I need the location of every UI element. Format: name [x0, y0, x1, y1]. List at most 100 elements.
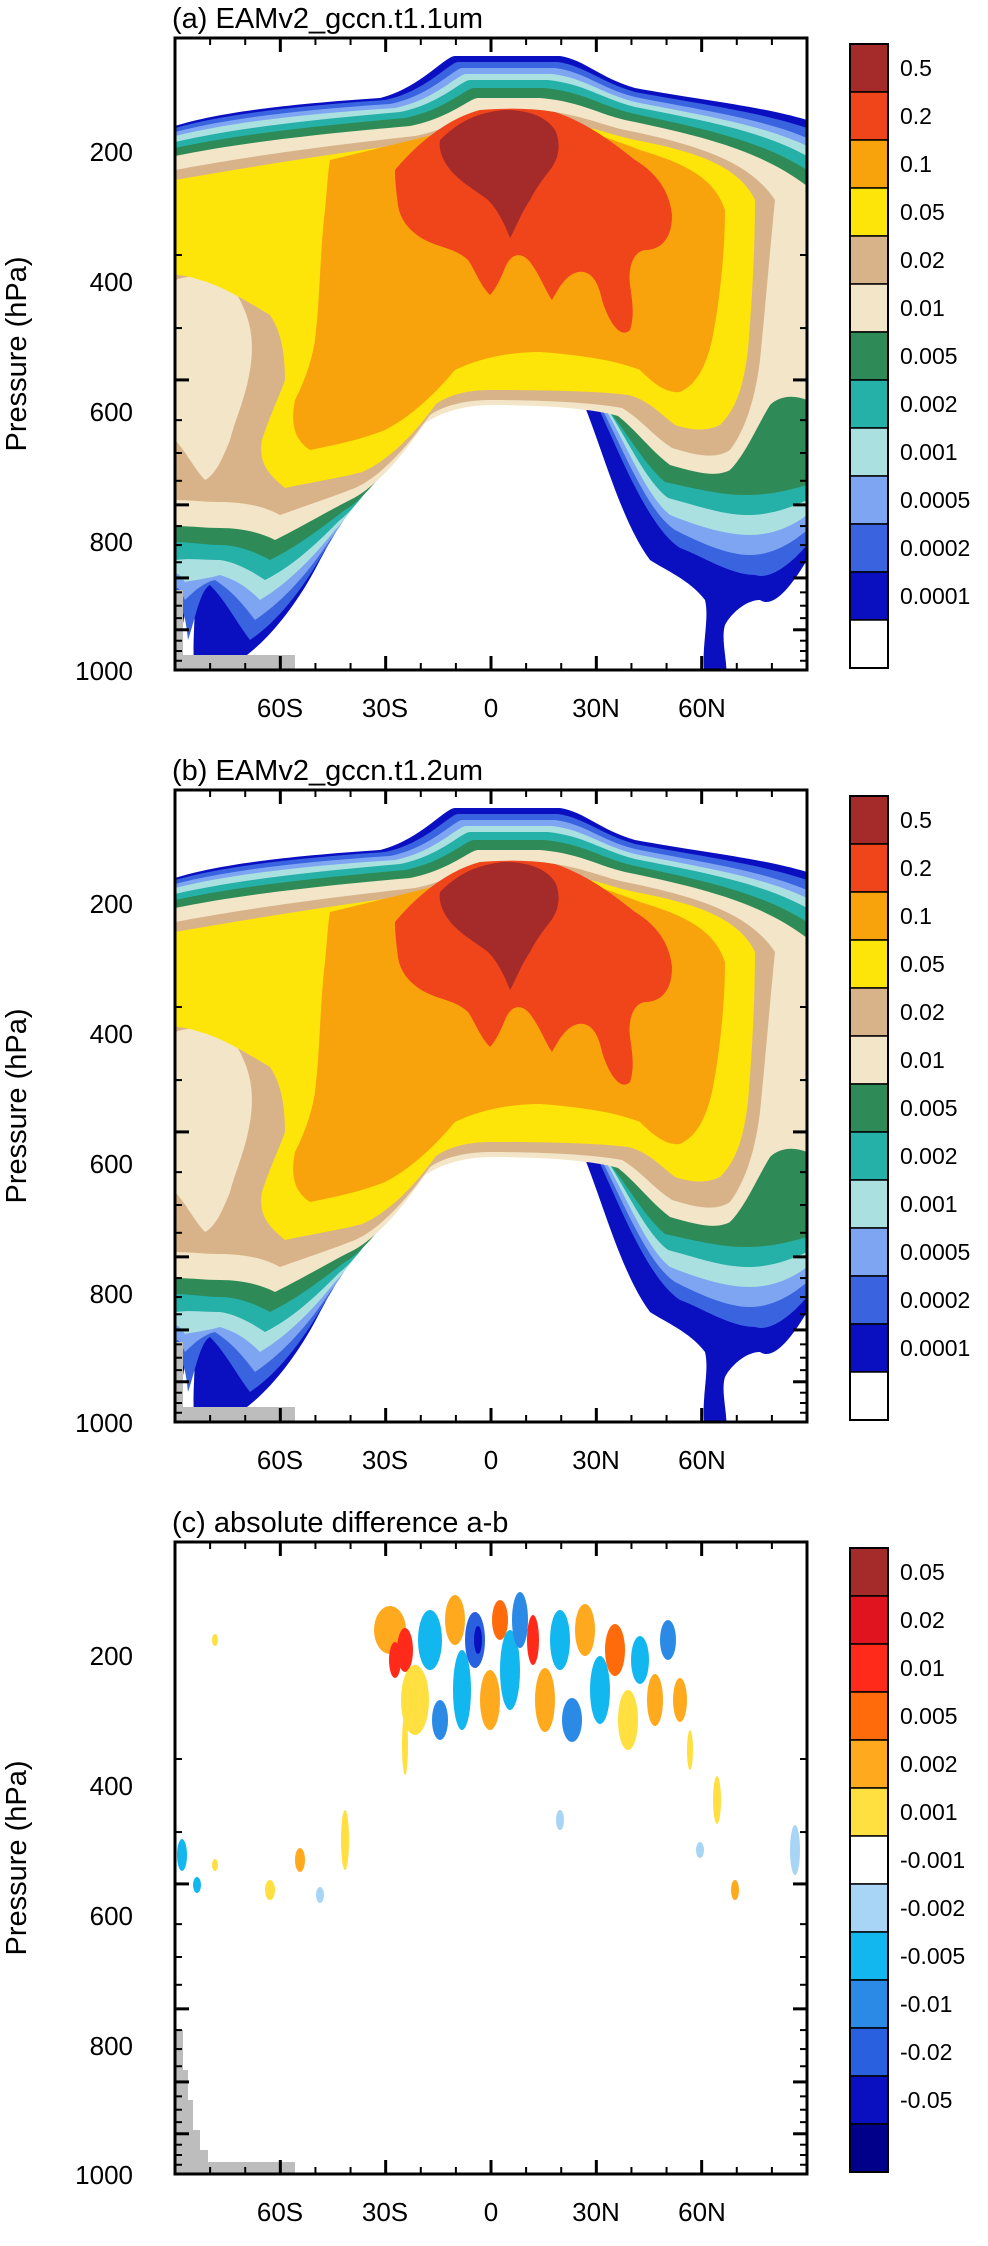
panel-b-band-0.5 — [439, 862, 559, 990]
panel-b-colorbar-label-0: 0.5 — [900, 807, 932, 833]
panel-b-colorbar-label-3: 0.05 — [900, 951, 945, 977]
panel-a-colorbar: 0.5 0.2 0.1 0.05 0.02 0.01 0.005 0.002 0.001 0.00… — [849, 43, 970, 669]
panel-b-x-tick-30n: 30N — [572, 1445, 620, 1475]
panel-a-y-tick-1000: 1000 — [75, 656, 133, 686]
panel-b-colorbar-frame — [849, 795, 889, 1421]
panel-c-y-axis-label: Pressure (hPa) — [1, 1760, 33, 1955]
panel-c-colorbar: 0.05 0.02 0.01 0.005 0.002 0.001 -0.001 -0.002 -… — [849, 1547, 965, 2173]
panel-c-colorbar-swatch-1 — [849, 1595, 889, 1645]
panel-a-colorbar-label-9: 0.0005 — [900, 487, 970, 513]
panel-c-colorbar-label-7: -0.002 — [900, 1895, 965, 1921]
panel-b-colorbar-swatch-5 — [849, 1035, 889, 1085]
panel-c-frame — [173, 1540, 809, 2176]
panel-c-colorbar-swatch-9 — [849, 1979, 889, 2029]
panel-b-colorbar-swatch-4 — [849, 987, 889, 1037]
panel-a-colorbar-swatch-8 — [849, 427, 889, 477]
panel-b-colorbar-label-7: 0.002 — [900, 1143, 958, 1169]
panel-b-colorbar: 0.5 0.2 0.1 0.05 0.02 0.01 0.005 0.002 0.001 0.00… — [849, 795, 970, 1421]
panel-c-colorbar-frame — [849, 1547, 889, 2173]
panel-b-title: (b) EAMv2_gccn.t1.2um — [172, 755, 483, 787]
panel-c-y-tick-800: 800 — [90, 2031, 133, 2061]
panel-a-colorbar-label-6: 0.005 — [900, 343, 958, 369]
panel-c-colorbar-swatch-7 — [849, 1883, 889, 1933]
panel-c-colorbar-swatch-6 — [849, 1835, 889, 1885]
panel-c-colorbar-swatch-12 — [849, 2123, 889, 2173]
panel-b-colorbar-swatch-11 — [849, 1323, 889, 1373]
panel-a-band-0.01-inner — [175, 276, 252, 480]
panel-a-x-tick-0: 0 — [484, 693, 498, 723]
panel-a-colorbar-swatch-12 — [849, 619, 889, 669]
panel-c-missing-data — [175, 2030, 295, 2174]
panel-c-y-tick-400: 400 — [90, 1771, 133, 1801]
panel-a-colorbar-swatch-9 — [849, 475, 889, 525]
panel-b-colorbar-swatch-1 — [849, 843, 889, 893]
panel-b-colorbar-swatch-0 — [849, 795, 889, 845]
panel-b-missing-data — [175, 1342, 295, 1422]
panel-c-colorbar-swatch-11 — [849, 2075, 889, 2125]
panel-b-colorbar-swatch-12 — [849, 1371, 889, 1421]
panel-c-colorbar-swatch-4 — [849, 1739, 889, 1789]
panel-a-colorbar-swatch-5 — [849, 283, 889, 333]
panel-c-y-tick-200: 200 — [90, 1641, 133, 1671]
panel-a-x-tick-30n: 30N — [572, 693, 620, 723]
panel-c-colorbar-label-10: -0.02 — [900, 2039, 952, 2065]
panel-a-colorbar-label-0: 0.5 — [900, 55, 932, 81]
panel-b-x-tick-0: 0 — [484, 1445, 498, 1475]
panel-c: (c) absolute difference a-b Pressure (hP… — [1, 1507, 965, 2227]
panel-a-contour-field — [175, 56, 807, 670]
panel-b-colorbar-label-1: 0.2 — [900, 855, 932, 881]
panel-c-x-tick-60n: 60N — [678, 2197, 726, 2227]
panel-a-colorbar-label-11: 0.0001 — [900, 583, 970, 609]
panel-b-contour-field — [175, 808, 807, 1422]
panel-b-colorbar-label-5: 0.01 — [900, 1047, 945, 1073]
panel-c-anomaly-cluster — [374, 1592, 687, 1750]
panel-b-x-tick-60n: 60N — [678, 1445, 726, 1475]
panel-a-missing-data — [175, 590, 295, 670]
panel-c-colorbar-label-2: 0.01 — [900, 1655, 945, 1681]
panel-c-colorbar-label-4: 0.002 — [900, 1751, 958, 1777]
panel-b-colorbar-swatch-2 — [849, 891, 889, 941]
panel-a-colorbar-swatch-10 — [849, 523, 889, 573]
panel-c-colorbar-swatch-5 — [849, 1787, 889, 1837]
panel-a-colorbar-label-1: 0.2 — [900, 103, 932, 129]
panel-c-colorbar-label-5: 0.001 — [900, 1799, 958, 1825]
panel-b-colorbar-swatch-3 — [849, 939, 889, 989]
panel-b-colorbar-swatch-6 — [849, 1083, 889, 1133]
panel-a-colorbar-swatch-7 — [849, 379, 889, 429]
panel-c-x-tick-30s: 30S — [362, 2197, 408, 2227]
panel-a-colorbar-swatch-11 — [849, 571, 889, 621]
panel-a-y-tick-800: 800 — [90, 527, 133, 557]
panel-a-colorbar-swatch-0 — [849, 43, 889, 93]
panel-b-y-tick-1000: 1000 — [75, 1408, 133, 1438]
panel-b-colorbar-label-6: 0.005 — [900, 1095, 958, 1121]
panel-a-colorbar-label-2: 0.1 — [900, 151, 932, 177]
panel-b-colorbar-label-2: 0.1 — [900, 903, 932, 929]
panel-a-colorbar-swatch-4 — [849, 235, 889, 285]
panel-a-band-0.5 — [439, 110, 559, 238]
panel-b: (b) EAMv2_gccn.t1.2um Pressure (hPa) — [1, 755, 970, 1475]
panel-a-colorbar-swatch-3 — [849, 187, 889, 237]
panel-a-colorbar-frame — [849, 43, 889, 669]
panel-c-title: (c) absolute difference a-b — [172, 1507, 508, 1539]
panel-a-x-tick-60s: 60S — [257, 693, 303, 723]
panel-c-colorbar-swatch-2 — [849, 1643, 889, 1693]
panel-a-y-tick-200: 200 — [90, 137, 133, 167]
panel-b-x-tick-30s: 30S — [362, 1445, 408, 1475]
panel-b-colorbar-label-9: 0.0005 — [900, 1239, 970, 1265]
panel-a-colorbar-label-10: 0.0002 — [900, 535, 970, 561]
panel-c-colorbar-swatch-10 — [849, 2027, 889, 2077]
panel-a-y-axis-label: Pressure (hPa) — [1, 256, 33, 451]
panel-c-colorbar-label-9: -0.01 — [900, 1991, 952, 2017]
panel-a-colorbar-swatch-2 — [849, 139, 889, 189]
panel-b-colorbar-swatch-8 — [849, 1179, 889, 1229]
panel-b-colorbar-label-8: 0.001 — [900, 1191, 958, 1217]
panel-a-y-tick-600: 600 — [90, 397, 133, 427]
panel-b-y-axis-label: Pressure (hPa) — [1, 1008, 33, 1203]
panel-c-x-tick-60s: 60S — [257, 2197, 303, 2227]
panel-c-colorbar-label-0: 0.05 — [900, 1559, 945, 1585]
panel-b-y-tick-800: 800 — [90, 1279, 133, 1309]
panel-c-colorbar-swatch-3 — [849, 1691, 889, 1741]
panel-c-colorbar-label-8: -0.005 — [900, 1943, 965, 1969]
panel-a-colorbar-label-7: 0.002 — [900, 391, 958, 417]
